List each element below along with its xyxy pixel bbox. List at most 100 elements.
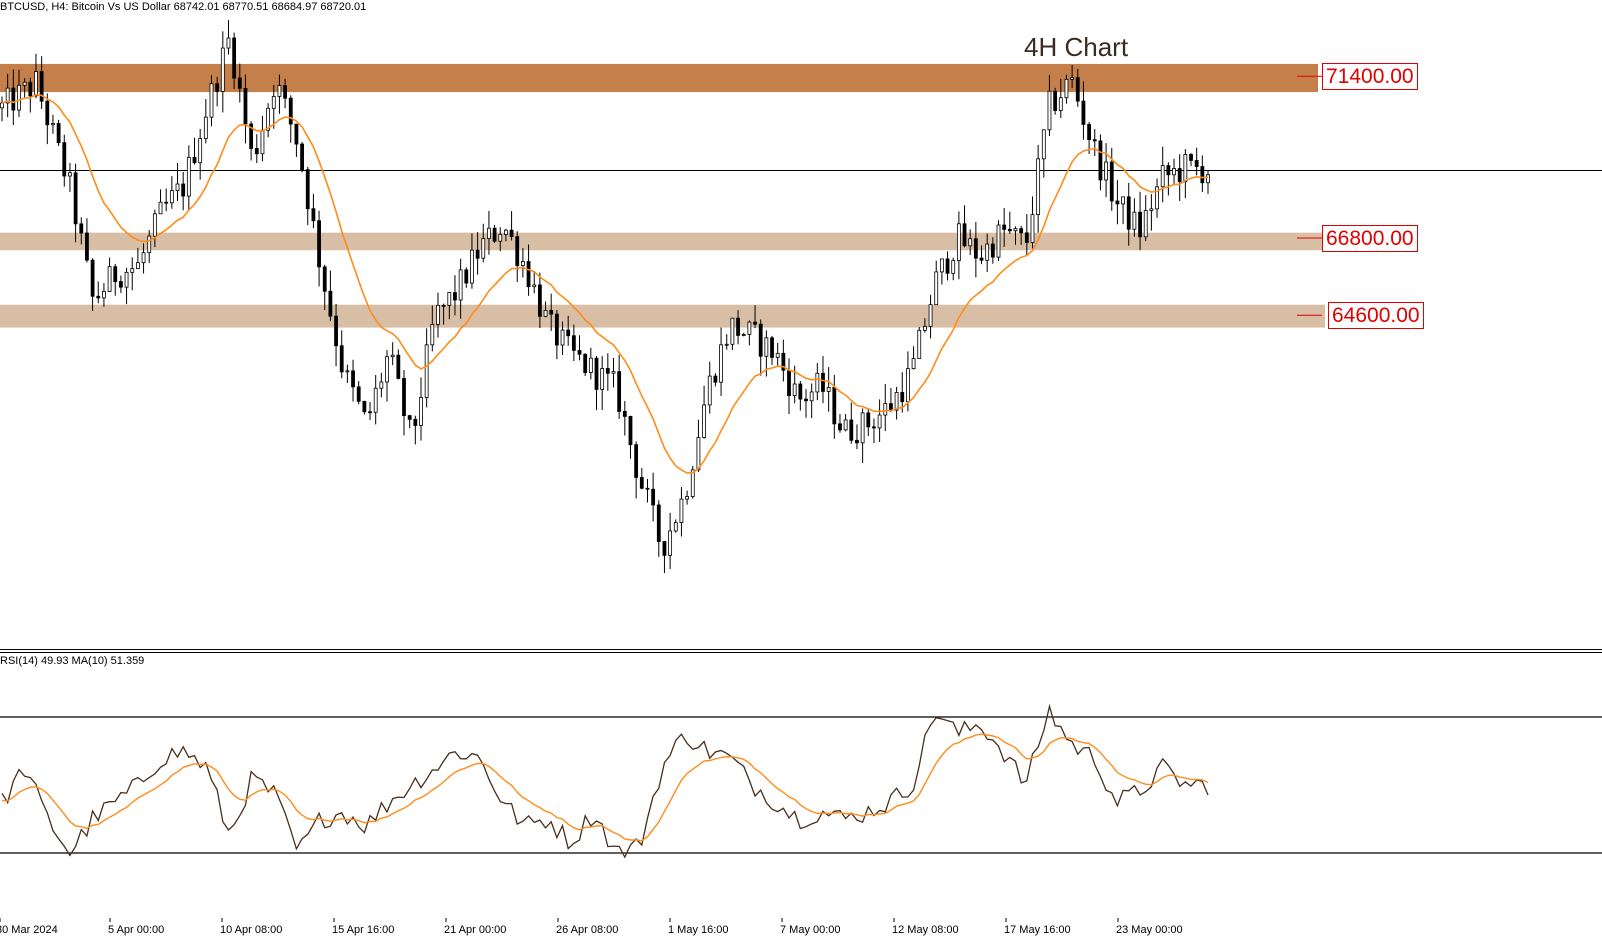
candle-body (56, 123, 61, 144)
candle-body (979, 257, 984, 261)
candle-body (237, 77, 242, 89)
candle-body (220, 47, 225, 92)
candle-body (107, 266, 112, 292)
candle-body (571, 335, 576, 351)
candle-body (135, 262, 140, 270)
candle-body (215, 83, 220, 92)
candle-body (441, 304, 446, 307)
candle-body (690, 469, 695, 497)
candle-body (407, 415, 412, 420)
candle-body (617, 371, 622, 412)
candle-body (900, 392, 905, 403)
candle-body (1115, 200, 1120, 205)
candle-body (300, 143, 304, 171)
x-tick-label: 5 Apr 00:00 (108, 924, 165, 936)
candle-body (1041, 129, 1046, 160)
candle-body (232, 37, 237, 79)
candle-body (923, 325, 927, 331)
candle-body (838, 423, 842, 431)
moving-average-line (1, 93, 1209, 474)
candle-body (1098, 140, 1103, 181)
candle-body (792, 383, 797, 396)
candle-body (662, 541, 667, 556)
candle-body (764, 337, 769, 357)
candle-body (351, 370, 355, 388)
candle-body (141, 252, 146, 264)
candle-body (1132, 211, 1137, 230)
candle-body (487, 227, 491, 239)
candle-body (203, 116, 208, 139)
candle-body (554, 313, 559, 346)
candle-body (379, 381, 384, 389)
candle-body (668, 530, 673, 556)
candle-body (254, 148, 259, 155)
candle-body (645, 487, 650, 490)
candle-body (611, 371, 616, 374)
candle-body (889, 403, 893, 411)
candle-body (566, 329, 571, 337)
candle-body (419, 397, 423, 426)
candle-body (390, 354, 395, 358)
candle-body (317, 220, 321, 268)
candle-body (113, 266, 118, 283)
candle-body (186, 157, 191, 197)
candle-body (1166, 165, 1171, 176)
candle-body (821, 372, 825, 392)
candle-body (945, 258, 950, 274)
candle-body (713, 375, 718, 383)
candle-body (79, 223, 84, 234)
candle-body (600, 368, 605, 390)
candle-body (209, 83, 214, 118)
candle-body (147, 235, 152, 254)
candle-body (1087, 124, 1091, 141)
candle-body (730, 317, 735, 345)
rsi-line (1, 703, 1209, 859)
candle-body (169, 190, 174, 204)
candle-body (266, 107, 271, 131)
candle-body (543, 309, 548, 317)
candle-body (356, 386, 361, 402)
candle-body (175, 183, 180, 192)
candle-body (1081, 100, 1086, 125)
x-tick-label: 21 Apr 00:00 (444, 924, 507, 936)
candle-body (28, 81, 33, 97)
candle-body (475, 249, 480, 259)
candle-body (181, 183, 186, 197)
candle-body (509, 229, 514, 237)
candle-body (951, 260, 956, 274)
candle-body (747, 321, 752, 335)
level-label-64600.00: 64600.00 (1328, 302, 1424, 330)
candle-body (1183, 154, 1188, 183)
candle-body (906, 368, 910, 403)
candle-body (860, 412, 865, 444)
candle-body (549, 309, 554, 315)
candle-body (685, 496, 689, 500)
candle-body (855, 439, 859, 444)
candle-body (560, 329, 565, 346)
candle-body (804, 398, 808, 402)
candle-body (634, 444, 639, 478)
symbol-header: BTCUSD, H4: Bitcoin Vs US Dollar 68742.0… (0, 1, 367, 13)
candle-body (894, 392, 899, 411)
candle-body (962, 223, 967, 247)
candle-body (973, 238, 978, 259)
candle-body (1104, 161, 1108, 181)
candle-body (334, 315, 338, 347)
candle-body (90, 259, 95, 297)
candle-body (1047, 90, 1052, 131)
candle-body (1036, 158, 1041, 216)
x-tick-label: 10 Apr 08:00 (220, 924, 283, 936)
candle-body (271, 95, 276, 109)
rsi-ma-line (1, 733, 1209, 842)
candle-body (1002, 224, 1007, 230)
candle-body (622, 411, 627, 417)
candle-body (985, 243, 990, 261)
chart-title: 4H Chart (1024, 32, 1129, 62)
candle-body (96, 295, 101, 299)
candle-body (877, 414, 882, 429)
candle-body (1160, 165, 1165, 188)
candle-body (826, 387, 831, 392)
candle-body (436, 304, 440, 325)
candle-body (17, 84, 21, 111)
